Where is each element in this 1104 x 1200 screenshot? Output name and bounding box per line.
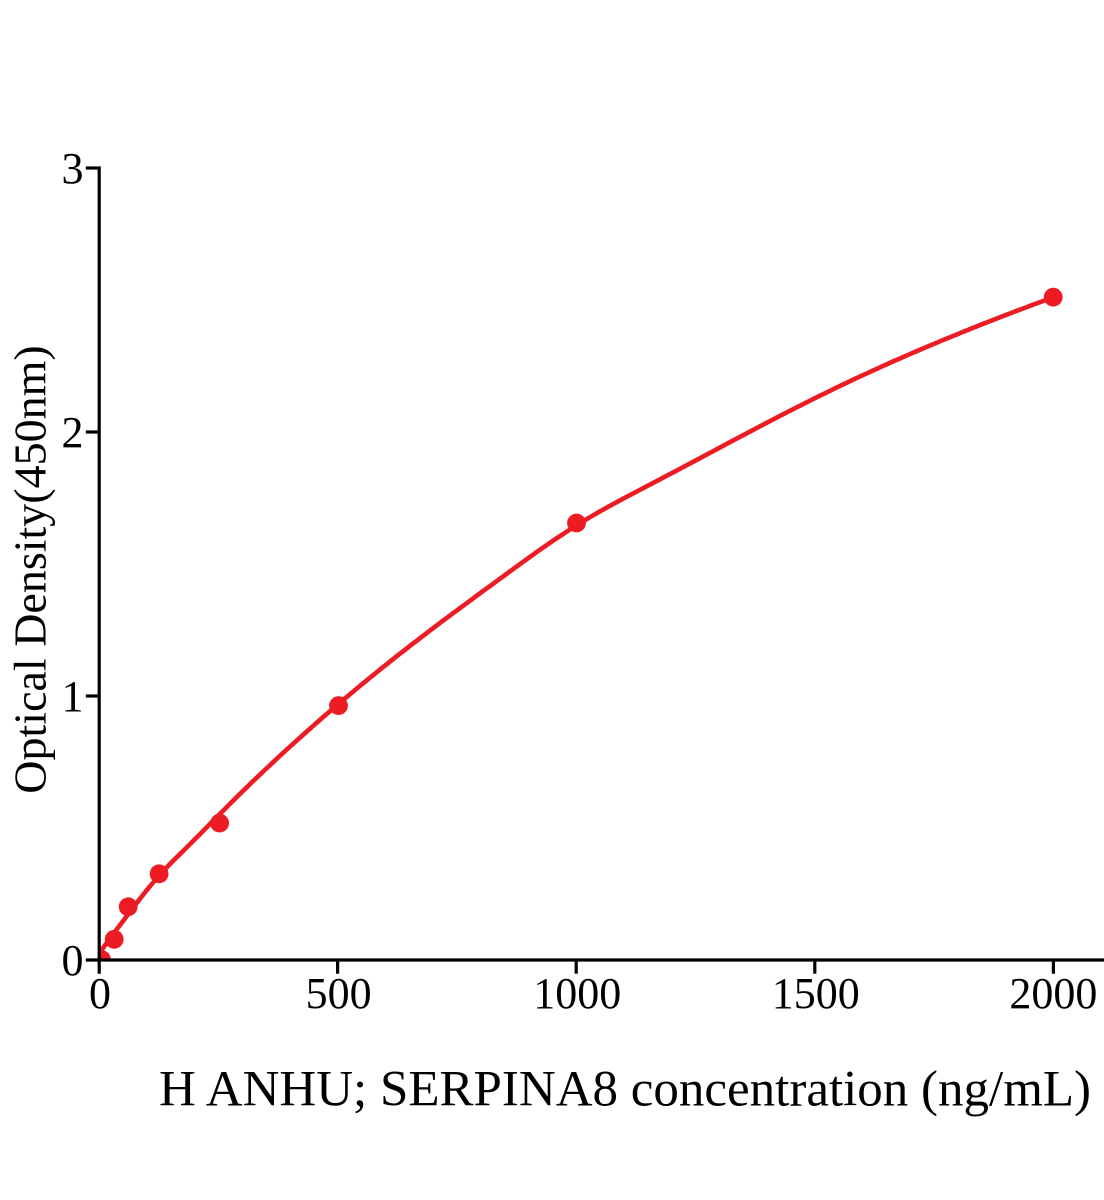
svg-text:2000: 2000: [1009, 969, 1097, 1018]
svg-text:1000: 1000: [533, 969, 621, 1018]
svg-text:1500: 1500: [772, 969, 860, 1018]
svg-text:H ANHU; SERPINA8 concentration: H ANHU; SERPINA8 concentration (ng/mL): [159, 1062, 1091, 1118]
svg-text:500: 500: [306, 969, 372, 1018]
svg-text:3: 3: [62, 144, 84, 193]
svg-text:2: 2: [62, 408, 84, 457]
svg-text:0: 0: [62, 936, 84, 985]
svg-text:0: 0: [89, 969, 111, 1018]
svg-text:Optical Density(450nm): Optical Density(450nm): [5, 345, 56, 793]
svg-text:1: 1: [62, 672, 84, 721]
